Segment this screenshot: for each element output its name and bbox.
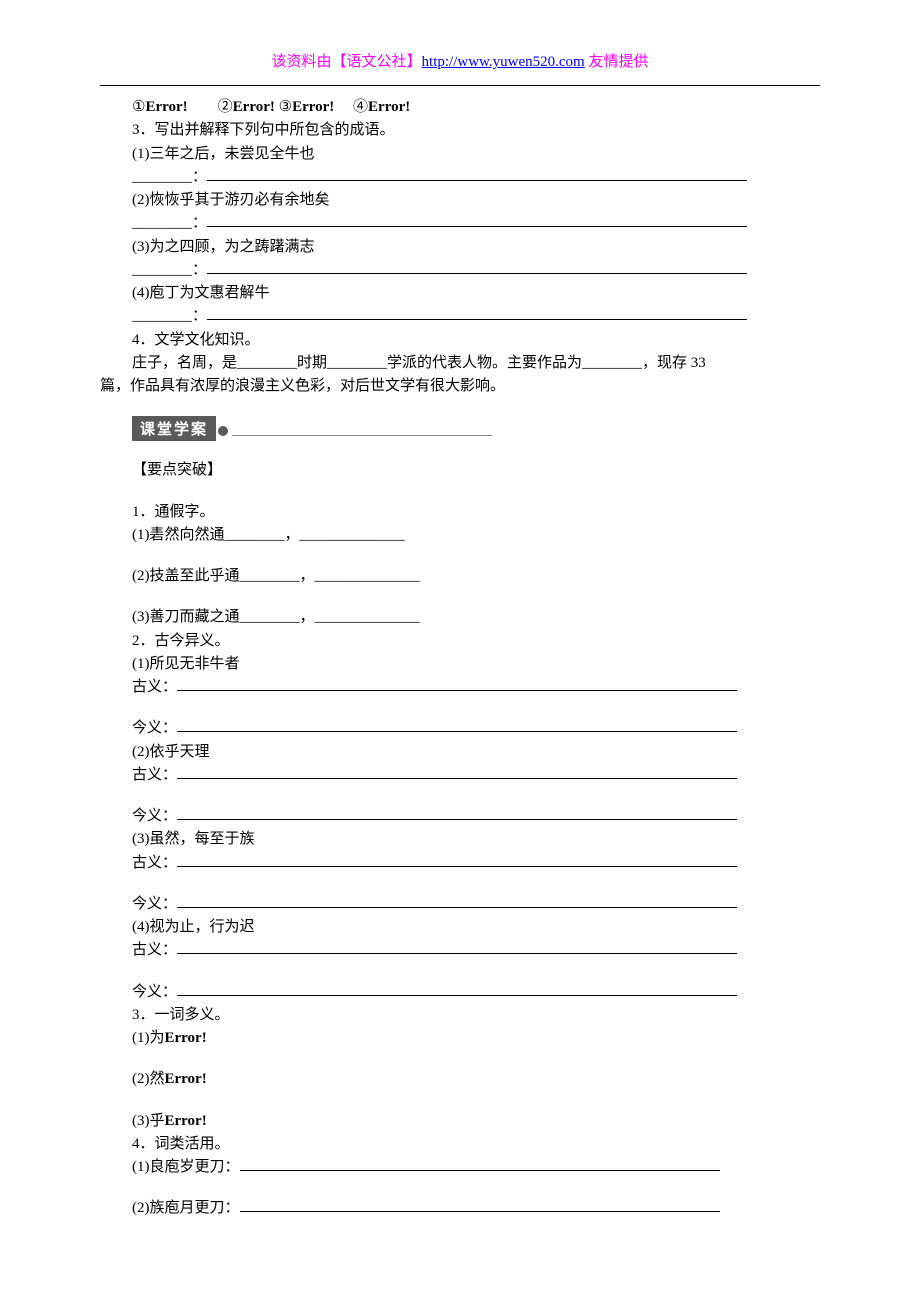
- m-q2: 2．古今异义。: [100, 630, 820, 653]
- m-q2-1-gu: 古义：: [100, 676, 820, 699]
- q4-title: 4．文学文化知识。: [100, 329, 820, 352]
- q3-3-blank: ________：: [100, 259, 820, 282]
- m-q2-4: (4)视为止，行为迟: [100, 916, 820, 939]
- q3-2-blank: ________：: [100, 212, 820, 235]
- m-q2-3-gu: 古义：: [100, 852, 820, 875]
- blank-line: [207, 167, 747, 181]
- page-header: 该资料由【语文公社】http://www.yuwen520.com 友情提供: [100, 50, 820, 71]
- m-q2-3-jin: 今义：: [100, 893, 820, 916]
- q4-line1: 庄子，名周，是________时期________学派的代表人物。主要作品为__…: [100, 352, 820, 375]
- q3-1: (1)三年之后，未尝见全牛也: [100, 143, 820, 166]
- line-errors: ①Error! ②Error! ③Error! ④Error!: [100, 96, 820, 119]
- q3-title: 3．写出并解释下列句中所包含的成语。: [100, 119, 820, 142]
- header-link: http://www.yuwen520.com: [422, 54, 585, 70]
- section-header: 课堂学案: [132, 416, 820, 441]
- error-text: Error!: [145, 99, 187, 115]
- header-suffix: 友情提供: [585, 54, 649, 70]
- m-q2-2-gu: 古义：: [100, 764, 820, 787]
- m-q3-2: (2)然Error!: [100, 1068, 820, 1091]
- q4-line2: 篇，作品具有浓厚的浪漫主义色彩，对后世文学有很大影响。: [100, 375, 820, 398]
- section-sub: 【要点突破】: [100, 459, 820, 482]
- m-q1-1: (1)砉然向然通________，______________: [100, 524, 820, 547]
- q3-1-blank: ________：: [100, 166, 820, 189]
- q3-4: (4)庖丁为文惠君解牛: [100, 282, 820, 305]
- m-q1-3: (3)善刀而藏之通________，______________: [100, 606, 820, 629]
- q3-4-blank: ________：: [100, 305, 820, 328]
- section-dot-icon: [218, 426, 228, 436]
- m-q4-2: (2)族庖月更刀：: [100, 1197, 820, 1220]
- m-q3-3: (3)乎Error!: [100, 1110, 820, 1133]
- m-q2-4-gu: 古义：: [100, 939, 820, 962]
- m-q2-1-jin: 今义：: [100, 717, 820, 740]
- q3-2: (2)恢恢乎其于游刃必有余地矣: [100, 189, 820, 212]
- header-prefix: 该资料由【语文公社】: [272, 54, 422, 70]
- m-q2-2-jin: 今义：: [100, 805, 820, 828]
- m-q1: 1．通假字。: [100, 501, 820, 524]
- divider-top: [100, 85, 820, 86]
- m-q3-1: (1)为Error!: [100, 1027, 820, 1050]
- m-q4-1: (1)良庖岁更刀：: [100, 1156, 820, 1179]
- q3-3: (3)为之四顾，为之踌躇满志: [100, 236, 820, 259]
- blank-label: ________: [132, 169, 192, 185]
- m-q2-3: (3)虽然，每至于族: [100, 828, 820, 851]
- m-q4: 4．词类活用。: [100, 1133, 820, 1156]
- section-line: [232, 426, 492, 436]
- m-q1-2: (2)技盖至此乎通________，______________: [100, 565, 820, 588]
- m-q2-2: (2)依乎天理: [100, 741, 820, 764]
- m-q2-4-jin: 今义：: [100, 981, 820, 1004]
- section-badge: 课堂学案: [132, 416, 216, 441]
- m-q2-1: (1)所见无非牛者: [100, 653, 820, 676]
- m-q3: 3．一词多义。: [100, 1004, 820, 1027]
